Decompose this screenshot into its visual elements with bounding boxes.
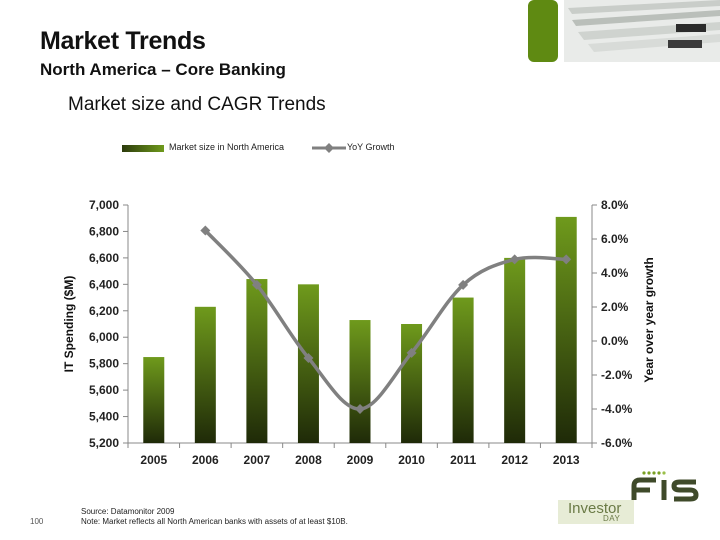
chart-title: Market size and CAGR Trends	[68, 94, 326, 115]
y2-tick-label: 6.0%	[601, 232, 629, 246]
y-tick-label: 5,400	[89, 410, 119, 424]
x-tick-label: 2005	[140, 453, 167, 467]
bar	[297, 284, 319, 443]
x-tick-label: 2009	[347, 453, 374, 467]
y-tick-label: 6,400	[89, 277, 119, 291]
line-point	[251, 279, 262, 290]
x-tick-label: 2013	[553, 453, 580, 467]
bar	[504, 257, 526, 443]
x-tick-label: 2007	[244, 453, 271, 467]
line-point	[355, 404, 365, 414]
y2-tick-label: 2.0%	[601, 300, 629, 314]
y-tick-label: 7,000	[89, 198, 119, 212]
x-tick-label: 2011	[450, 453, 476, 467]
y2-tick-label: 8.0%	[601, 198, 629, 212]
y-tick-label: 5,800	[89, 357, 119, 371]
bar	[401, 324, 423, 443]
bar	[194, 306, 216, 443]
page-subtitle: North America – Core Banking	[40, 60, 286, 79]
line-point	[200, 225, 211, 236]
investor-label: Investor	[568, 500, 622, 517]
bar	[452, 297, 474, 443]
line-point	[458, 279, 469, 290]
y-tick-label: 6,800	[89, 224, 119, 238]
day-label: DAY	[603, 514, 621, 523]
fis-logo	[631, 471, 699, 502]
x-tick-label: 2010	[398, 453, 425, 467]
y-tick-label: 6,200	[89, 304, 119, 318]
legend-line-swatch	[312, 143, 346, 153]
source-note: Source: Datamonitor 2009	[81, 507, 175, 516]
page-number: 100	[30, 517, 44, 526]
y-tick-label: 5,200	[89, 436, 119, 450]
y2-axis-title: Year over year growth	[642, 257, 656, 382]
y2-tick-label: -6.0%	[601, 436, 633, 450]
bar	[143, 357, 165, 443]
y-axis-title: IT Spending ($M)	[62, 276, 76, 373]
y2-tick-label: 0.0%	[601, 334, 629, 348]
x-tick-label: 2012	[501, 453, 528, 467]
y-tick-label: 6,600	[89, 251, 119, 265]
bar	[349, 320, 371, 443]
header-decorative-image	[528, 0, 720, 62]
x-tick-label: 2006	[192, 453, 219, 467]
legend-bar-label: Market size in North America	[169, 142, 285, 152]
investor-day-badge	[558, 500, 634, 524]
footnote: Note: Market reflects all North American…	[81, 517, 348, 526]
page-title: Market Trends	[40, 27, 206, 55]
yoy-growth-line	[204, 229, 567, 411]
legend-line-label: YoY Growth	[347, 142, 395, 152]
bar	[555, 216, 577, 443]
bar	[246, 279, 268, 443]
legend-bar-swatch	[122, 145, 164, 152]
line-point	[561, 254, 572, 265]
y-tick-label: 6,000	[89, 330, 119, 344]
line-point	[509, 254, 520, 265]
line-point	[406, 347, 417, 358]
y2-tick-label: 4.0%	[601, 266, 629, 280]
x-tick-label: 2008	[295, 453, 322, 467]
y2-tick-label: -2.0%	[601, 368, 633, 382]
y-tick-label: 5,600	[89, 383, 119, 397]
y2-tick-label: -4.0%	[601, 402, 633, 416]
line-point	[303, 353, 314, 363]
